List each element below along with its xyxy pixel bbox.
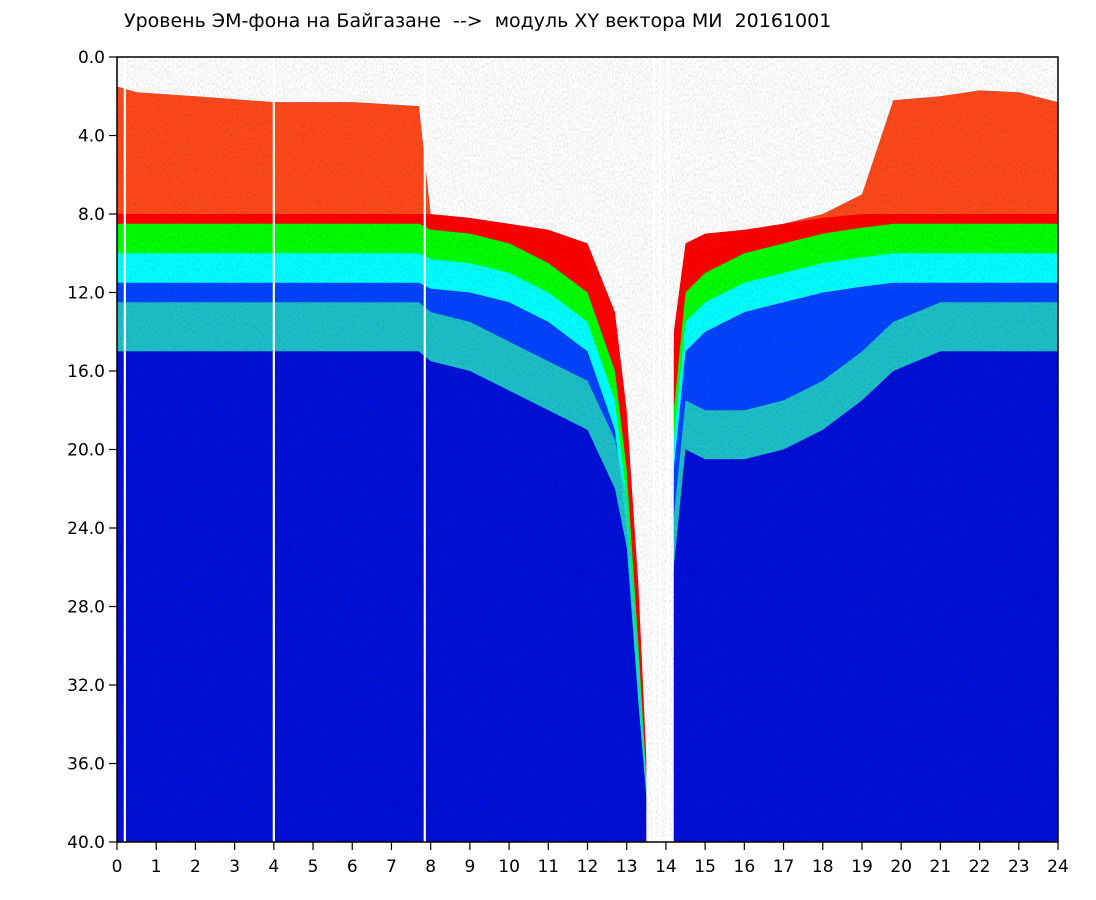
x-tick-label: 11 xyxy=(537,857,559,877)
x-tick-label: 14 xyxy=(655,857,677,877)
x-tick-label: 5 xyxy=(308,857,319,877)
x-tick-label: 6 xyxy=(347,857,358,877)
x-tick-label: 21 xyxy=(930,857,952,877)
x-tick-label: 13 xyxy=(616,857,638,877)
x-tick-label: 16 xyxy=(734,857,756,877)
x-tick-label: 12 xyxy=(577,857,599,877)
x-tick-label: 24 xyxy=(1047,857,1069,877)
x-tick-label: 18 xyxy=(812,857,834,877)
y-tick-label: 16.0 xyxy=(67,362,105,382)
y-tick-label: 28.0 xyxy=(67,598,105,618)
gap-lines xyxy=(123,57,669,842)
x-tick-label: 15 xyxy=(694,857,716,877)
x-tick-label: 4 xyxy=(268,857,279,877)
x-tick-label: 3 xyxy=(229,857,240,877)
y-tick-label: 36.0 xyxy=(67,755,105,775)
y-tick-label: 32.0 xyxy=(67,676,105,696)
x-tick-label: 20 xyxy=(890,857,912,877)
x-axis: 0 1 2 3 4 5 6 7 8 9 10 11 12 13 14 15 16 17 18 19 20 21 22 23 24 xyxy=(112,842,1069,877)
x-tick-label: 2 xyxy=(190,857,201,877)
y-tick-label: 0.0 xyxy=(78,48,105,68)
x-tick-label: 8 xyxy=(425,857,436,877)
y-tick-label: 20.0 xyxy=(67,441,105,461)
x-tick-label: 17 xyxy=(773,857,795,877)
x-tick-label: 7 xyxy=(386,857,397,877)
y-tick-label: 24.0 xyxy=(67,519,105,539)
x-tick-label: 1 xyxy=(151,857,162,877)
noise-texture xyxy=(117,57,1058,842)
y-tick-label: 40.0 xyxy=(67,833,105,853)
x-tick-label: 23 xyxy=(1008,857,1030,877)
x-tick-label: 22 xyxy=(969,857,991,877)
y-tick-label: 4.0 xyxy=(78,127,105,147)
y-tick-label: 8.0 xyxy=(78,205,105,225)
x-tick-label: 9 xyxy=(464,857,475,877)
y-tick-label: 12.0 xyxy=(67,284,105,304)
x-tick-label: 19 xyxy=(851,857,873,877)
y-axis: 0.0 4.0 8.0 12.0 16.0 20.0 24.0 28.0 32.0 36.0 40.… xyxy=(67,48,117,853)
x-tick-label: 10 xyxy=(498,857,520,877)
x-tick-label: 0 xyxy=(112,857,123,877)
chart-title: Уровень ЭМ-фона на Байгазане --> модуль … xyxy=(124,10,832,32)
